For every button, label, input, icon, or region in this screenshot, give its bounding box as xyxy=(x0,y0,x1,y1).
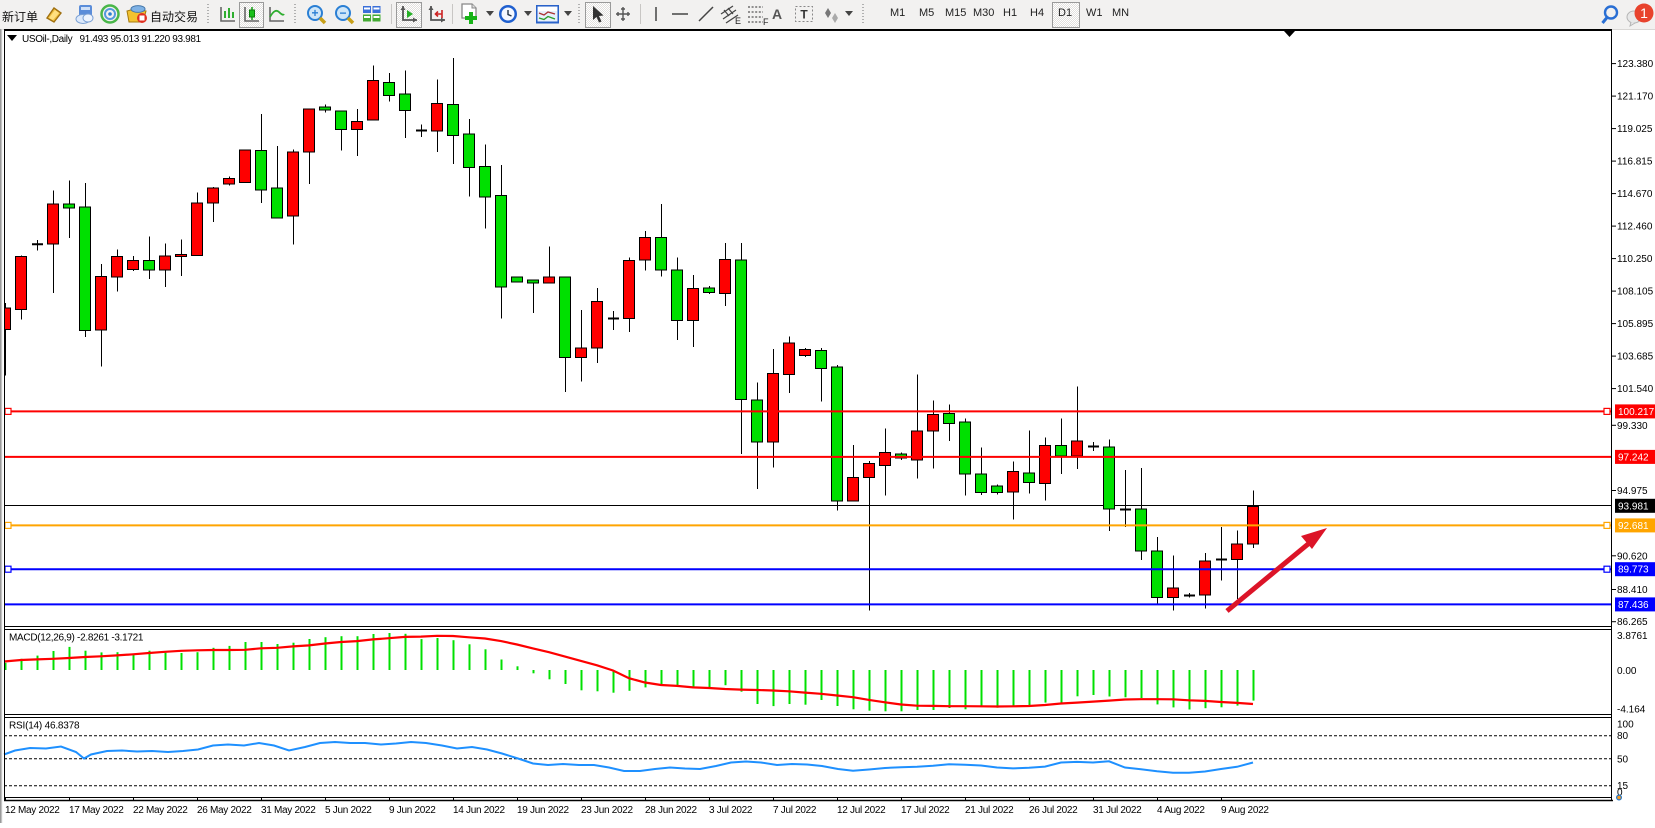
svg-text:9 Aug 2022: 9 Aug 2022 xyxy=(1221,805,1269,816)
svg-text:-4.164: -4.164 xyxy=(1617,704,1646,715)
svg-text:119.025: 119.025 xyxy=(1617,124,1653,135)
svg-text:17 May 2022: 17 May 2022 xyxy=(69,805,124,816)
svg-text:101.540: 101.540 xyxy=(1617,384,1654,395)
svg-text:123.380: 123.380 xyxy=(1617,59,1654,70)
svg-text:F: F xyxy=(763,17,769,26)
svg-text:1: 1 xyxy=(1640,5,1648,21)
svg-text:26 May 2022: 26 May 2022 xyxy=(197,805,252,816)
svg-text:−: − xyxy=(339,6,346,20)
svg-text:105.895: 105.895 xyxy=(1617,319,1654,330)
svg-text:100.217: 100.217 xyxy=(1618,407,1655,418)
svg-text:19 Jun 2022: 19 Jun 2022 xyxy=(517,805,569,816)
svg-text:121.170: 121.170 xyxy=(1617,92,1654,103)
svg-text:5 Jun 2022: 5 Jun 2022 xyxy=(325,805,372,816)
svg-text:108.105: 108.105 xyxy=(1617,287,1654,298)
svg-text:T: T xyxy=(800,8,808,22)
svg-text:87.436: 87.436 xyxy=(1618,600,1649,611)
svg-text:USOil-,Daily 91.493 95.013 9: USOil-,Daily 91.493 95.013 91.220 93.981 xyxy=(22,34,202,45)
svg-text:RSI(14) 46.8378: RSI(14) 46.8378 xyxy=(9,721,80,732)
svg-text:80: 80 xyxy=(1617,731,1629,742)
svg-text:88.410: 88.410 xyxy=(1617,585,1648,596)
svg-text:50: 50 xyxy=(1617,754,1629,765)
svg-text:89.773: 89.773 xyxy=(1618,565,1649,576)
svg-text:86.265: 86.265 xyxy=(1617,617,1648,628)
svg-text:3.8761: 3.8761 xyxy=(1617,631,1648,642)
svg-text:31 May 2022: 31 May 2022 xyxy=(261,805,316,816)
svg-text:21 Jul 2022: 21 Jul 2022 xyxy=(965,805,1014,816)
svg-text:110.250: 110.250 xyxy=(1617,254,1653,265)
svg-text:0.00: 0.00 xyxy=(1617,666,1637,677)
svg-text:3 Jul 2022: 3 Jul 2022 xyxy=(709,805,753,816)
svg-text:+: + xyxy=(311,6,318,20)
svg-text:12 Jul 2022: 12 Jul 2022 xyxy=(837,805,886,816)
svg-text:4 Aug 2022: 4 Aug 2022 xyxy=(1157,805,1205,816)
svg-text:17 Jul 2022: 17 Jul 2022 xyxy=(901,805,950,816)
svg-text:93.981: 93.981 xyxy=(1618,501,1649,512)
svg-text:14 Jun 2022: 14 Jun 2022 xyxy=(453,805,505,816)
svg-text:31 Jul 2022: 31 Jul 2022 xyxy=(1093,805,1142,816)
svg-text:22 May 2022: 22 May 2022 xyxy=(133,805,188,816)
svg-text:15: 15 xyxy=(1617,781,1629,792)
svg-text:100: 100 xyxy=(1617,720,1634,731)
svg-text:97.242: 97.242 xyxy=(1618,452,1649,463)
svg-text:28 Jun 2022: 28 Jun 2022 xyxy=(645,805,697,816)
svg-text:MACD(12,26,9) -2.8261 -3.1721: MACD(12,26,9) -2.8261 -3.1721 xyxy=(9,633,144,644)
svg-text:112.460: 112.460 xyxy=(1617,222,1653,233)
svg-text:0: 0 xyxy=(1617,787,1623,798)
svg-text:E: E xyxy=(735,16,741,26)
svg-text:103.685: 103.685 xyxy=(1617,352,1654,363)
svg-text:99.330: 99.330 xyxy=(1617,421,1648,432)
svg-text:90.620: 90.620 xyxy=(1617,551,1648,562)
svg-text:23 Jun 2022: 23 Jun 2022 xyxy=(581,805,633,816)
svg-text:7 Jul 2022: 7 Jul 2022 xyxy=(773,805,817,816)
svg-text:12 May 2022: 12 May 2022 xyxy=(5,805,60,816)
svg-text:9 Jun 2022: 9 Jun 2022 xyxy=(389,805,436,816)
svg-text:116.815: 116.815 xyxy=(1617,157,1653,168)
svg-text:92.681: 92.681 xyxy=(1618,521,1649,532)
svg-text:26 Jul 2022: 26 Jul 2022 xyxy=(1029,805,1078,816)
svg-text:94.975: 94.975 xyxy=(1617,486,1648,497)
svg-text:114.670: 114.670 xyxy=(1617,189,1653,200)
